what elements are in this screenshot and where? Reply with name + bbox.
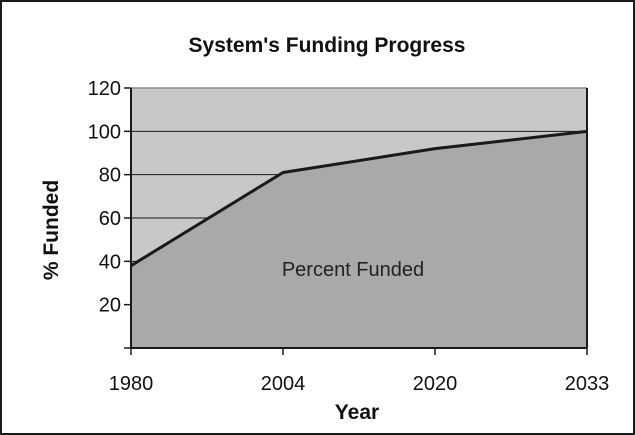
chart-title: System's Funding Progress: [189, 34, 466, 57]
y-tick-label: 80: [99, 165, 121, 187]
y-axis-title: % Funded: [40, 180, 63, 280]
y-tick-label: 120: [88, 78, 121, 100]
y-tick-label: 20: [99, 295, 121, 317]
x-tick-label: 2020: [413, 373, 458, 395]
axes: [124, 87, 588, 355]
funded-area: [131, 131, 587, 348]
funded-line: [130, 129, 588, 267]
y-tick-labels: 20 40 60 80 100 120: [88, 78, 121, 317]
y-tick-label: 100: [88, 121, 121, 143]
x-tick-label: 2033: [565, 373, 610, 395]
x-axis-title: Year: [335, 401, 379, 424]
x-tick-label: 1980: [109, 373, 154, 395]
y-tick-label: 40: [99, 251, 121, 273]
x-tick-labels: 1980 2004 2020 2033: [109, 373, 610, 395]
area-label: Percent Funded: [282, 259, 424, 281]
x-tick-label: 2004: [261, 373, 306, 395]
y-tick-label: 60: [99, 208, 121, 230]
